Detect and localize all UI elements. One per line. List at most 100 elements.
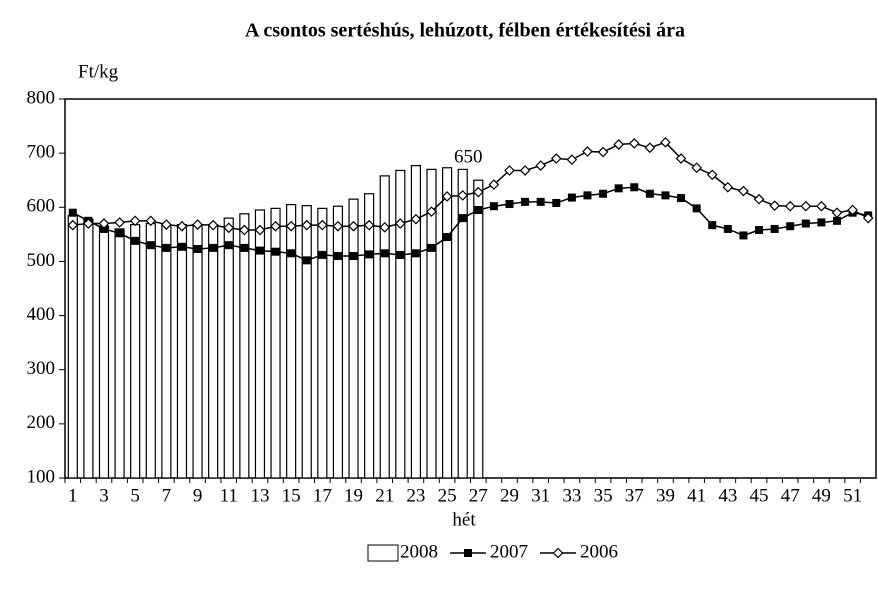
x-tick-label: 49 bbox=[812, 485, 831, 506]
bar bbox=[379, 175, 390, 479]
x-tick-label: 5 bbox=[130, 485, 140, 506]
x-tick-label: 39 bbox=[656, 485, 675, 506]
marker bbox=[115, 229, 124, 238]
x-tick-label: 41 bbox=[687, 485, 706, 506]
bar bbox=[442, 167, 453, 479]
marker bbox=[519, 165, 531, 176]
y-tick-label: 400 bbox=[27, 304, 56, 325]
marker bbox=[162, 243, 171, 252]
marker bbox=[239, 224, 250, 236]
marker bbox=[255, 246, 264, 255]
chart-title: A csontos sertéshús, lehúzott, félben ér… bbox=[245, 20, 685, 42]
marker bbox=[457, 190, 469, 201]
marker bbox=[68, 208, 77, 217]
legend-label: 2006 bbox=[580, 541, 618, 562]
marker bbox=[83, 218, 94, 229]
y-tick-label: 300 bbox=[27, 358, 56, 379]
marker bbox=[301, 219, 313, 231]
y-axis-label: Ft/kg bbox=[78, 61, 119, 82]
marker bbox=[567, 193, 576, 202]
y-tick-label: 100 bbox=[27, 466, 56, 487]
bar bbox=[176, 224, 188, 479]
marker bbox=[379, 221, 391, 233]
marker bbox=[489, 202, 498, 211]
x-tick-label: 51 bbox=[843, 485, 862, 506]
marker bbox=[333, 252, 342, 261]
marker bbox=[630, 183, 639, 192]
y-tick-label: 500 bbox=[27, 250, 56, 271]
marker bbox=[145, 215, 157, 227]
x-tick-label: 45 bbox=[750, 485, 769, 506]
marker bbox=[552, 547, 564, 559]
marker bbox=[209, 243, 218, 252]
bar bbox=[145, 222, 156, 479]
bar bbox=[426, 168, 437, 479]
bar bbox=[254, 209, 266, 479]
marker bbox=[708, 221, 717, 230]
marker bbox=[240, 243, 249, 252]
x-tick-label: 15 bbox=[282, 485, 301, 506]
marker bbox=[723, 224, 732, 233]
marker bbox=[302, 256, 311, 265]
data-label: 650 bbox=[454, 147, 483, 168]
x-tick-label: 11 bbox=[220, 485, 238, 506]
marker bbox=[505, 200, 514, 209]
bar bbox=[473, 179, 484, 479]
bar bbox=[348, 198, 359, 479]
bar bbox=[98, 225, 110, 479]
marker bbox=[67, 219, 79, 231]
marker bbox=[363, 219, 375, 231]
marker bbox=[192, 219, 203, 230]
marker bbox=[464, 549, 472, 557]
y-tick-label: 200 bbox=[27, 412, 56, 433]
marker bbox=[770, 224, 779, 233]
marker bbox=[831, 207, 843, 219]
marker bbox=[692, 204, 701, 213]
marker bbox=[706, 169, 718, 181]
marker bbox=[207, 219, 219, 231]
bar bbox=[83, 218, 94, 479]
bar bbox=[161, 224, 172, 479]
marker bbox=[800, 200, 812, 212]
x-axis-label: hét bbox=[452, 509, 476, 530]
bar bbox=[130, 224, 141, 479]
x-tick-label: 27 bbox=[469, 485, 488, 506]
x-tick-label: 7 bbox=[162, 485, 172, 506]
marker bbox=[458, 214, 467, 223]
marker bbox=[535, 160, 547, 171]
x-tick-label: 21 bbox=[375, 485, 394, 506]
marker bbox=[332, 220, 344, 232]
marker bbox=[722, 181, 734, 193]
x-tick-label: 17 bbox=[313, 485, 332, 506]
marker bbox=[862, 212, 874, 224]
marker bbox=[628, 138, 640, 149]
marker bbox=[583, 191, 592, 200]
marker bbox=[566, 154, 578, 165]
x-tick-label: 3 bbox=[99, 485, 109, 506]
marker bbox=[287, 249, 296, 258]
bar bbox=[239, 213, 250, 479]
marker bbox=[176, 220, 188, 232]
y-tick-label: 800 bbox=[27, 87, 56, 108]
marker bbox=[755, 226, 764, 235]
marker bbox=[394, 218, 406, 229]
x-tick-label: 25 bbox=[438, 485, 457, 506]
marker bbox=[380, 249, 389, 258]
marker bbox=[114, 217, 125, 228]
marker bbox=[816, 200, 827, 212]
bar bbox=[270, 207, 281, 479]
marker bbox=[441, 191, 453, 202]
marker bbox=[285, 220, 297, 232]
marker bbox=[784, 200, 796, 212]
marker bbox=[224, 241, 233, 250]
x-tick-label: 43 bbox=[718, 485, 737, 506]
x-tick-label: 31 bbox=[531, 485, 550, 506]
bar bbox=[301, 205, 312, 479]
marker bbox=[488, 179, 500, 190]
x-tick-label: 47 bbox=[781, 485, 800, 506]
y-tick-label: 700 bbox=[27, 142, 56, 163]
marker bbox=[411, 249, 420, 258]
marker bbox=[769, 200, 780, 212]
bar bbox=[208, 224, 219, 479]
